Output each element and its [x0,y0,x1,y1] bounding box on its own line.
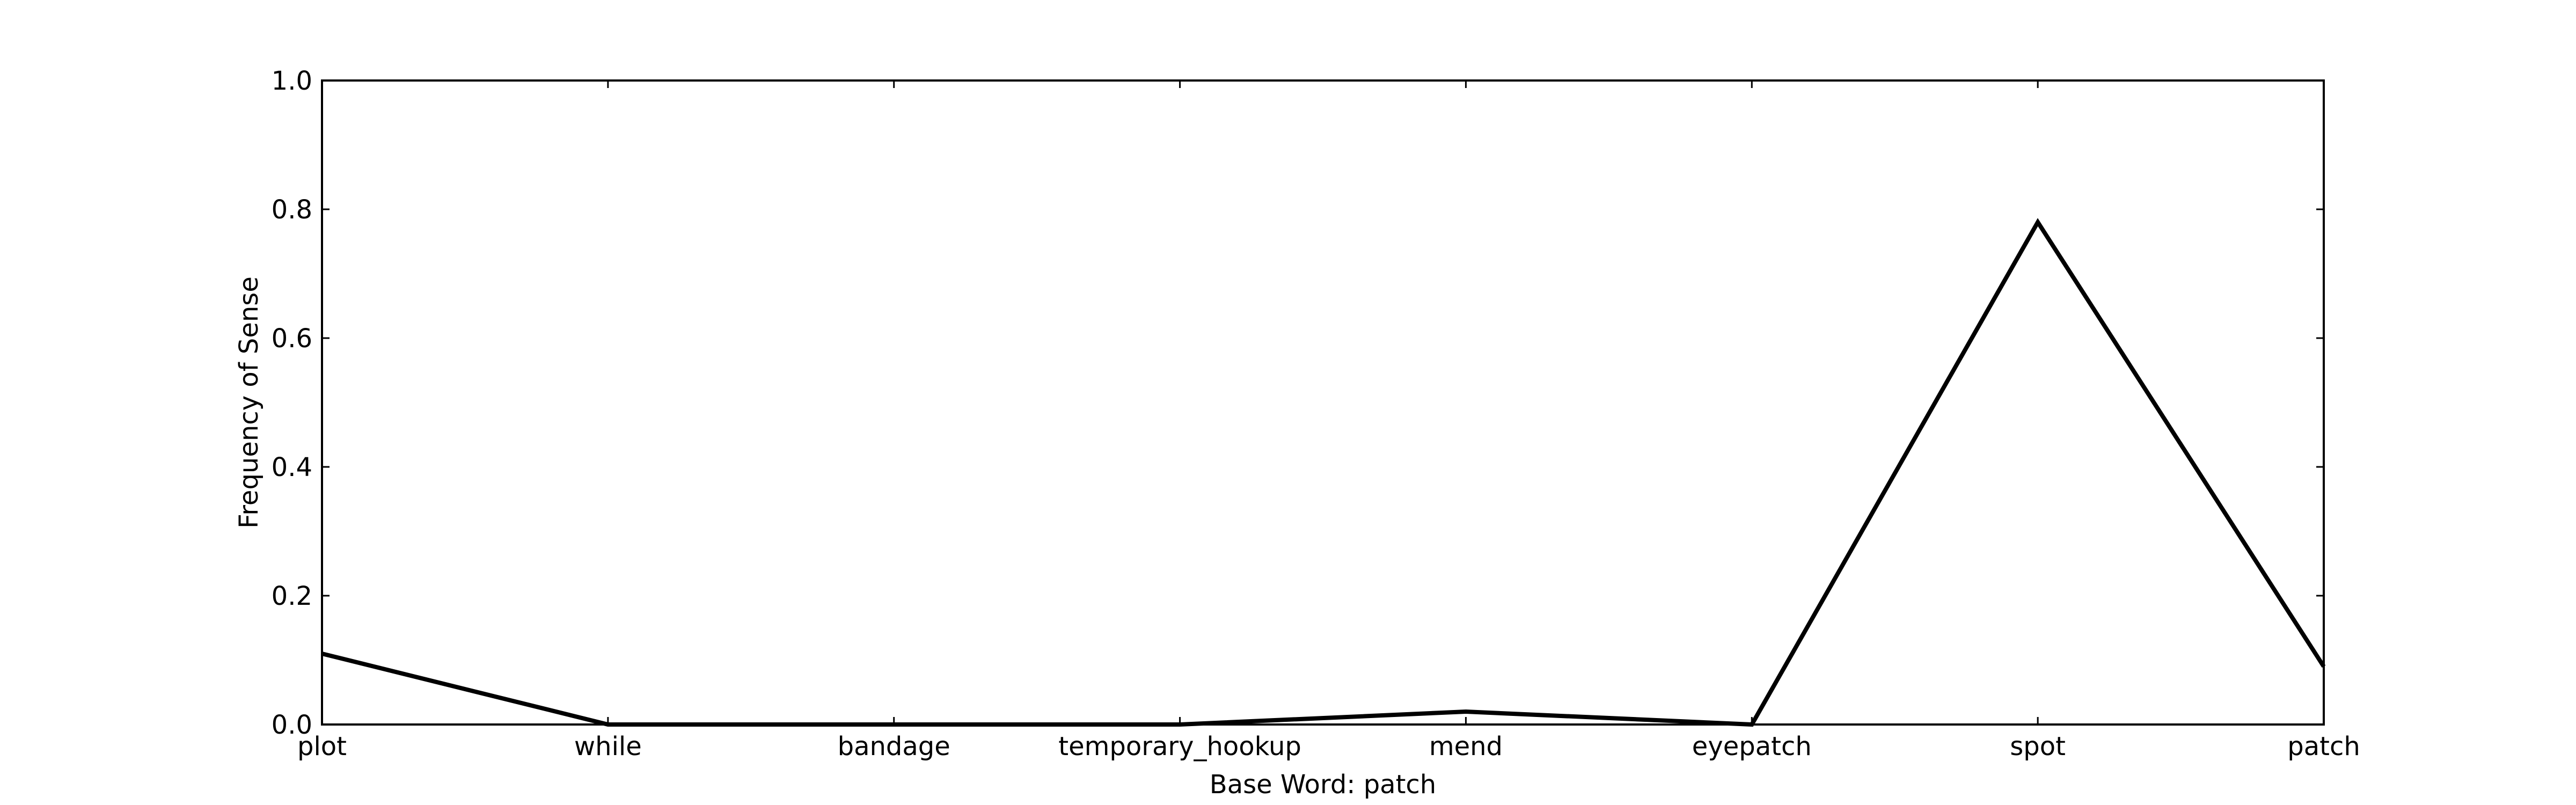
ticks-layer [321,79,2325,726]
y-tick-label: 1.0 [272,66,312,96]
x-tick-label: patch [2287,731,2360,762]
x-tick-label: plot [297,731,347,762]
x-axis-label: Base Word: patch [1210,770,1436,800]
x-tick-label: mend [1429,731,1503,762]
y-tick-label: 0.0 [272,710,312,740]
x-tick-labels: plot while bandage temporary_hookup mend eyep… [297,731,2360,762]
y-tick-label: 0.6 [272,324,312,354]
x-tick-label: eyepatch [1692,731,1812,762]
x-tick-label: bandage [838,731,950,762]
y-tick-label: 0.8 [272,195,312,225]
y-axis-label: Frequency of Sense [234,276,264,529]
y-tick-labels: 0.0 0.2 0.4 0.6 0.8 1.0 [272,66,312,740]
x-tick-label: temporary_hookup [1058,731,1301,762]
plot-area [321,79,2325,726]
x-tick-label: while [574,731,642,762]
y-tick-label: 0.4 [272,452,312,482]
series-line [321,218,2326,727]
points-layer [321,222,2324,725]
x-tick-label: spot [2010,731,2066,762]
y-tick-label: 0.2 [272,581,312,611]
